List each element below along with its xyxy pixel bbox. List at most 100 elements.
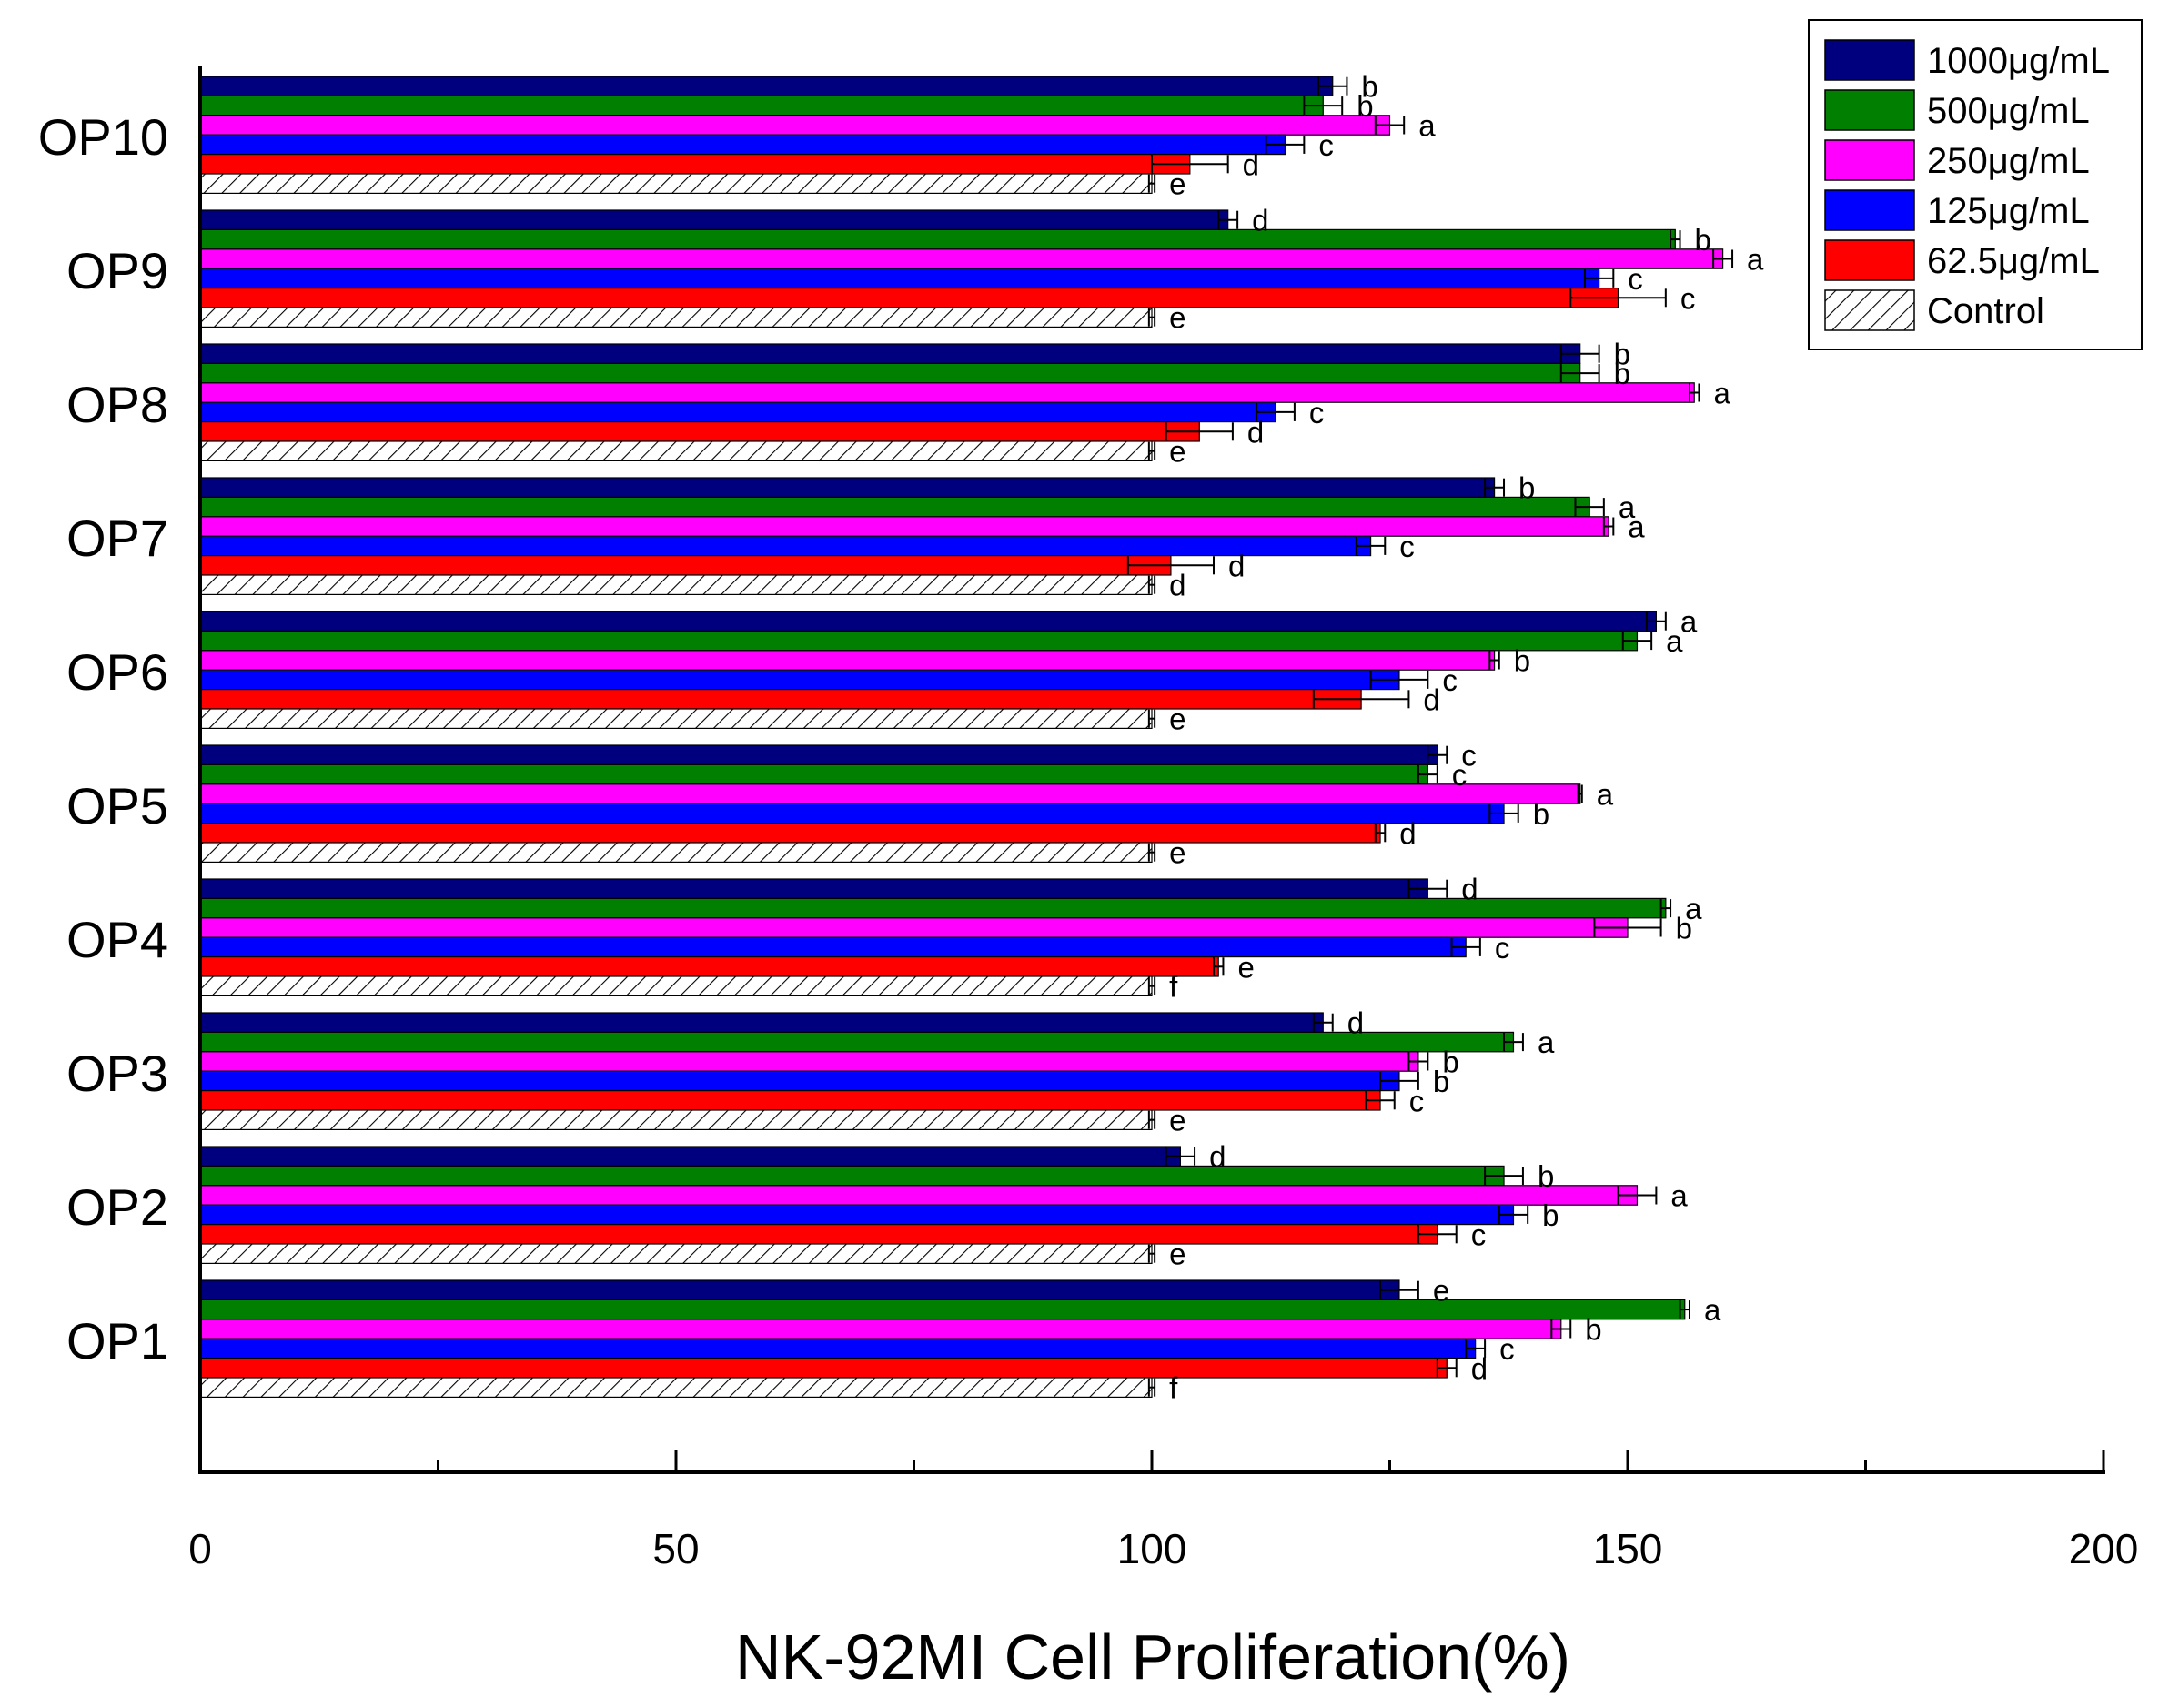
bar-op8-3	[199, 401, 1276, 423]
bar-op4-4	[199, 955, 1219, 977]
significance-letter: d	[1228, 549, 1245, 582]
bar-op5-0	[199, 744, 1438, 765]
significance-letter: d	[1461, 873, 1478, 906]
significance-letter: b	[1361, 70, 1377, 104]
x-tick-label: 0	[188, 1525, 212, 1572]
bar-op3-4	[199, 1089, 1381, 1111]
bar-op1-3	[199, 1338, 1477, 1359]
significance-letter: a	[1628, 510, 1645, 544]
bar-op9-5	[199, 307, 1153, 328]
significance-letter: b	[1514, 644, 1530, 678]
x-axis-title: NK-92MI Cell Proliferation(%)	[735, 1622, 1570, 1693]
significance-letter: a	[1713, 377, 1730, 410]
legend-swatch	[1824, 89, 1915, 131]
category-label: OP7	[66, 510, 168, 567]
significance-letter: b	[1533, 797, 1549, 831]
bar-op1-4	[199, 1357, 1448, 1379]
bar-op2-3	[199, 1204, 1515, 1226]
error-bar	[1165, 1147, 1196, 1166]
significance-letter: a	[1538, 1026, 1555, 1059]
x-tick-label: 100	[1117, 1525, 1187, 1572]
significance-letter: c	[1399, 530, 1415, 563]
category-label: OP9	[66, 242, 168, 299]
error-bar	[1312, 1013, 1334, 1032]
category-label: OP5	[66, 777, 168, 834]
bar-op10-5	[199, 173, 1153, 194]
legend-label: 1000μg/mL	[1927, 41, 2110, 81]
error-bar	[1688, 383, 1700, 402]
bar-op8-0	[199, 343, 1581, 364]
error-bar	[1559, 364, 1600, 383]
error-bar	[1498, 1205, 1529, 1224]
bar-op10-2	[199, 115, 1391, 136]
bar-op7-0	[199, 477, 1496, 498]
significance-letter: b	[1614, 338, 1630, 371]
significance-letter: d	[1243, 147, 1259, 181]
error-bar	[1574, 498, 1605, 517]
error-bar	[1436, 1359, 1458, 1378]
bar-op7-3	[199, 535, 1372, 557]
significance-letter: a	[1418, 109, 1436, 143]
bar-op8-4	[199, 421, 1200, 442]
significance-letter: d	[1399, 816, 1416, 850]
significance-letter: b	[1695, 223, 1711, 257]
significance-letter: b	[1542, 1198, 1559, 1232]
error-bar	[1465, 1339, 1487, 1358]
error-bar	[1126, 556, 1215, 575]
significance-letter: e	[1169, 435, 1185, 469]
axes: 0 50 100 150 200	[188, 66, 2138, 1572]
legend-label: Control	[1927, 291, 2044, 331]
error-bar	[1417, 765, 1438, 784]
significance-letter: a	[1704, 1293, 1721, 1327]
significance-letters-layer: bbacdedbaccebbacdebaacddaabcdeccabdedabc…	[1169, 70, 1764, 1405]
error-bar	[1569, 288, 1667, 308]
significance-letter: b	[1538, 1159, 1554, 1193]
x-tick-label: 150	[1593, 1525, 1663, 1572]
error-bar	[1379, 1071, 1419, 1090]
category-label: OP1	[66, 1312, 168, 1369]
category-label: OP2	[66, 1178, 168, 1236]
significance-letter: b	[1433, 1065, 1449, 1098]
error-bar	[1379, 1280, 1419, 1299]
error-bar	[1147, 441, 1156, 460]
legend-swatch	[1824, 289, 1915, 331]
bar-op6-5	[199, 708, 1153, 729]
bar-op7-2	[199, 516, 1609, 537]
error-bar	[1407, 879, 1448, 898]
significance-letter: f	[1169, 1371, 1178, 1405]
error-bar	[1165, 422, 1234, 441]
bar-op8-5	[199, 440, 1153, 461]
error-bar	[1147, 575, 1156, 594]
bar-op10-1	[199, 95, 1324, 116]
bar-op6-3	[199, 669, 1400, 691]
error-bar	[1484, 478, 1506, 497]
category-labels: OP10 OP9 OP8 OP7 OP6 OP5 OP4 OP3 OP2 OP1	[38, 108, 168, 1369]
significance-letter: a	[1619, 490, 1636, 524]
x-tick-label: 200	[2069, 1525, 2139, 1572]
significance-letter: c	[1495, 931, 1510, 965]
error-bar	[1369, 670, 1429, 689]
category-label: OP3	[66, 1045, 168, 1102]
error-bar	[1407, 1052, 1429, 1071]
bar-op5-5	[199, 842, 1153, 863]
significance-letter: c	[1318, 128, 1334, 162]
significance-letter: c	[1461, 739, 1477, 773]
error-bar	[1355, 536, 1387, 555]
error-bar	[1670, 230, 1681, 249]
error-bar	[1488, 651, 1500, 670]
legend-swatch	[1824, 189, 1915, 231]
error-bar	[1488, 803, 1519, 823]
bar-op10-3	[199, 134, 1286, 156]
error-bar	[1484, 1167, 1524, 1186]
significance-letter: e	[1169, 1104, 1185, 1137]
bar-op3-3	[199, 1070, 1400, 1092]
significance-letter: d	[1423, 682, 1439, 716]
significance-letter: e	[1169, 836, 1185, 870]
significance-letter: a	[1670, 1179, 1688, 1213]
significance-letter: c	[1628, 262, 1643, 296]
significance-letter: d	[1247, 415, 1264, 449]
bar-op9-4	[199, 288, 1619, 308]
bar-op4-1	[199, 897, 1667, 919]
bar-op6-1	[199, 630, 1639, 652]
